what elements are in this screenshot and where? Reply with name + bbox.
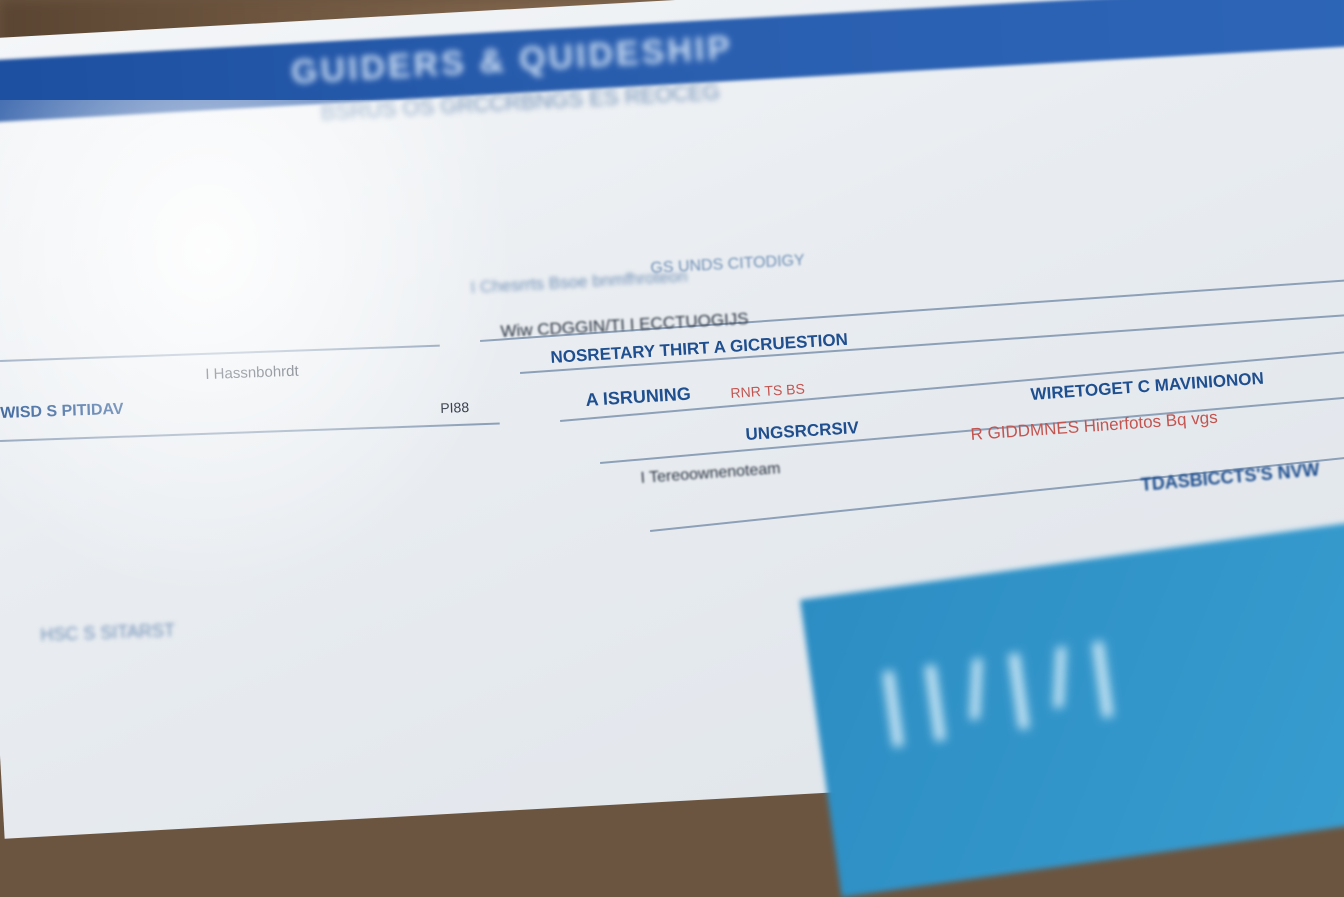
form-row: WIRETOGET C MAVINIONON (1030, 368, 1265, 404)
form-row: TDASBICCTS'S NVW (1140, 459, 1321, 495)
form-row: I Tereoownenoteam (640, 460, 782, 487)
form-row: GS UNDS CITODIGY (650, 251, 806, 277)
form-row: WISD S PITIDAV (0, 400, 124, 422)
form-row: Wiw CDGGIN/TI I ECCTUOGIJS (500, 309, 750, 341)
form-row: BSRUS OS GRCCRBNGS ES REOCEG (320, 79, 721, 125)
divider (0, 422, 500, 442)
form-row: I Hassnbohrdt (205, 362, 299, 383)
form-row: A ISRUNING (585, 383, 692, 410)
form-row: PI88 (440, 398, 470, 416)
form-row: HSC S SITARST (40, 620, 176, 645)
form-row: RNR TS BS (730, 380, 806, 401)
divider (0, 344, 440, 362)
form-row: R GIDDMNES Hinerfotos Bq vgs (970, 407, 1219, 444)
